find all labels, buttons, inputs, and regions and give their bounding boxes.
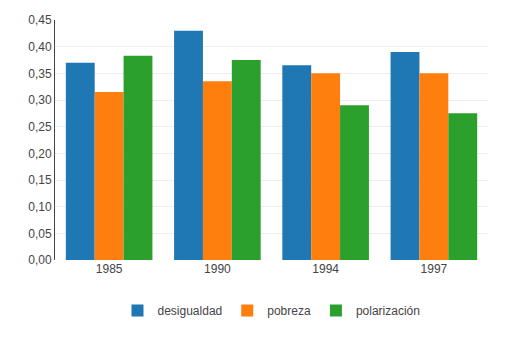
svg-text:0,20: 0,20 bbox=[28, 147, 52, 161]
svg-text:1985: 1985 bbox=[96, 262, 123, 276]
svg-text:pobreza: pobreza bbox=[267, 304, 311, 318]
svg-text:desigualdad: desigualdad bbox=[158, 304, 223, 318]
svg-text:0,25: 0,25 bbox=[28, 120, 52, 134]
svg-text:0,40: 0,40 bbox=[28, 40, 52, 54]
svg-text:0,10: 0,10 bbox=[28, 200, 52, 214]
svg-text:0,05: 0,05 bbox=[28, 227, 52, 241]
svg-text:0,45: 0,45 bbox=[28, 13, 52, 27]
svg-text:0,35: 0,35 bbox=[28, 67, 52, 81]
svg-text:0,15: 0,15 bbox=[28, 173, 52, 187]
svg-text:1997: 1997 bbox=[421, 262, 448, 276]
svg-text:1990: 1990 bbox=[204, 262, 231, 276]
svg-text:polarización: polarización bbox=[356, 304, 420, 318]
svg-text:0,30: 0,30 bbox=[28, 93, 52, 107]
svg-text:1994: 1994 bbox=[312, 262, 339, 276]
svg-text:0,00: 0,00 bbox=[28, 253, 52, 267]
